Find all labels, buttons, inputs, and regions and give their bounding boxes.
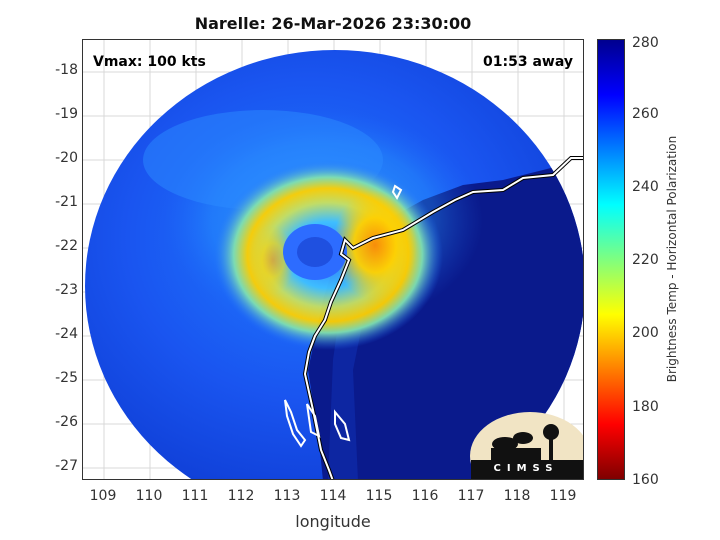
x-tick: 111 xyxy=(181,488,209,504)
colorbar-label: Brightness Temp - Horizontal Polarizatio… xyxy=(665,135,679,383)
time-away-label: 01:53 away xyxy=(483,54,573,70)
colorbar xyxy=(597,39,625,480)
map-title: Narelle: 26-Mar-2026 23:30:00 xyxy=(194,14,472,33)
vmax-label: Vmax: 100 kts xyxy=(93,54,206,70)
colorbar-tick: 280 xyxy=(632,35,659,51)
microwave-swath xyxy=(85,50,583,479)
cimss-logo-text: CIMSS xyxy=(493,463,559,474)
x-axis-label: longitude xyxy=(295,512,371,531)
colorbar-tick: 160 xyxy=(632,472,659,488)
y-tick: -25 xyxy=(55,370,78,386)
cimss-logo xyxy=(470,412,583,479)
x-tick: 116 xyxy=(411,488,439,504)
cimss-logo-text-block: CIMSS xyxy=(471,412,581,479)
x-tick: 115 xyxy=(365,488,393,504)
y-tick: -26 xyxy=(55,414,78,430)
y-tick: -24 xyxy=(55,326,78,342)
x-tick: 110 xyxy=(135,488,163,504)
coastline xyxy=(284,157,583,479)
x-tick: 109 xyxy=(89,488,117,504)
colorbar-tick: 260 xyxy=(632,106,659,122)
y-tick: -20 xyxy=(55,150,78,166)
y-tick: -23 xyxy=(55,282,78,298)
y-tick: -18 xyxy=(55,62,78,78)
x-tick: 112 xyxy=(227,488,255,504)
x-tick: 113 xyxy=(273,488,301,504)
y-tick: -22 xyxy=(55,238,78,254)
map-plot: Vmax: 100 kts 01:53 away CIMSS xyxy=(82,39,584,480)
colorbar-tick: 220 xyxy=(632,252,659,268)
colorbar-tick: 200 xyxy=(632,325,659,341)
y-tick: -27 xyxy=(55,458,78,474)
brightness-temp-map xyxy=(83,40,583,479)
x-tick: 117 xyxy=(457,488,485,504)
y-tick: -19 xyxy=(55,106,78,122)
colorbar-tick: 180 xyxy=(632,399,659,415)
y-tick: -21 xyxy=(55,194,78,210)
x-tick: 119 xyxy=(549,488,577,504)
x-tick: 114 xyxy=(319,488,347,504)
x-tick: 118 xyxy=(503,488,531,504)
colorbar-tick: 240 xyxy=(632,179,659,195)
